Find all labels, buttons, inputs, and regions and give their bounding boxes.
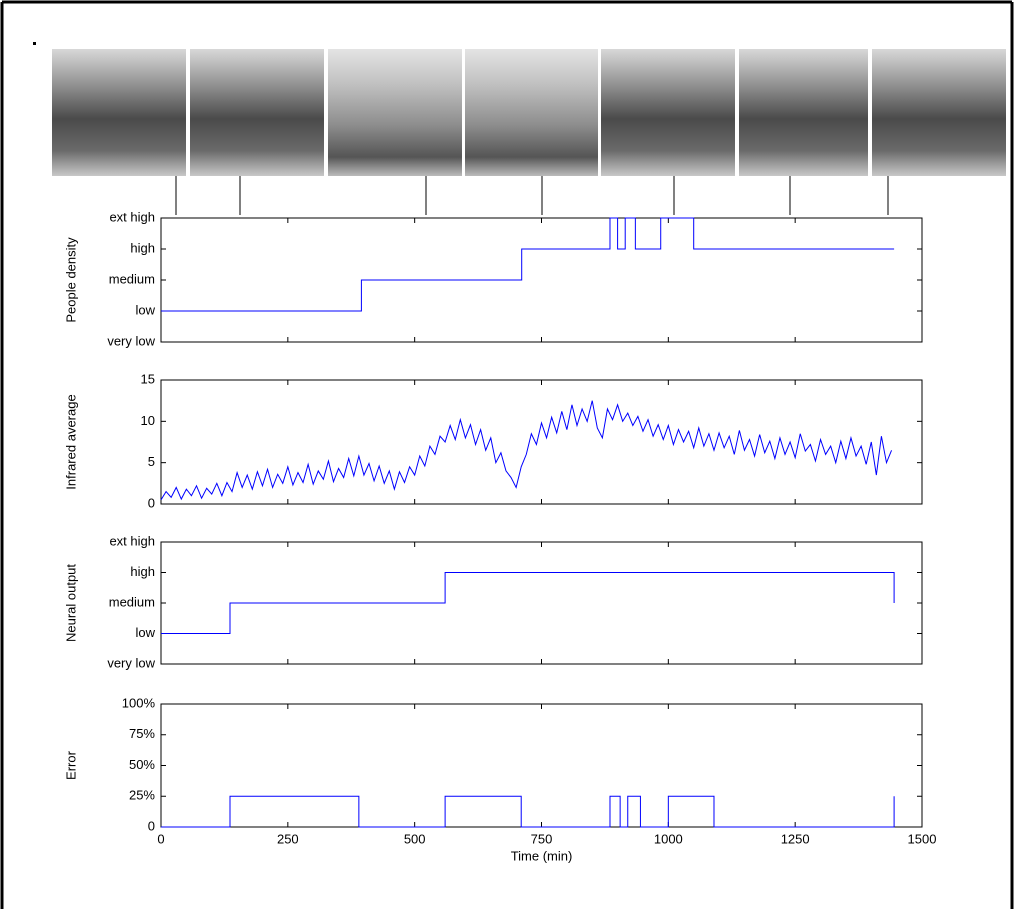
data-line xyxy=(161,795,895,828)
dot xyxy=(33,42,36,45)
y-tick-label: very low xyxy=(107,655,155,670)
y-tick-label: 75% xyxy=(129,726,155,741)
y-tick-label: medium xyxy=(109,271,155,286)
data-line xyxy=(161,572,895,634)
y-axis-label: Neural output xyxy=(63,564,78,642)
photo xyxy=(601,49,735,176)
y-tick-label: 100% xyxy=(122,695,156,710)
y-tick-label: 10 xyxy=(141,413,155,428)
x-tick-label: 0 xyxy=(157,831,164,846)
photo xyxy=(465,49,598,176)
x-tick-label: 500 xyxy=(404,831,426,846)
data-line xyxy=(160,400,893,501)
photo-connectors xyxy=(175,176,889,215)
photo xyxy=(328,49,462,176)
plot-frame xyxy=(160,217,923,343)
plot-frame xyxy=(160,379,923,505)
x-axis-label: Time (min) xyxy=(511,848,573,863)
y-tick-label: very low xyxy=(107,333,155,348)
y-axis-label: Infrared average xyxy=(63,394,78,489)
photo xyxy=(52,49,186,176)
y-tick-label: 5 xyxy=(148,454,155,469)
x-tick-label: 1250 xyxy=(781,831,810,846)
y-tick-label: 25% xyxy=(129,788,155,803)
y-tick-label: ext high xyxy=(109,209,155,224)
y-tick-label: 0 xyxy=(148,818,155,833)
y-tick-label: medium xyxy=(109,594,155,609)
y-tick-label: 15 xyxy=(141,371,155,386)
x-tick-label: 1500 xyxy=(908,831,937,846)
y-tick-label: high xyxy=(130,564,155,579)
y-axis-label: People density xyxy=(63,237,78,323)
plot-frame xyxy=(160,703,923,828)
x-tick-label: 250 xyxy=(277,831,299,846)
photo xyxy=(739,49,868,176)
x-tick-label: 1000 xyxy=(654,831,683,846)
y-tick-label: ext high xyxy=(109,533,155,548)
photo xyxy=(872,49,1006,176)
y-tick-label: low xyxy=(135,625,155,640)
y-tick-label: 50% xyxy=(129,757,155,772)
photo-strip xyxy=(52,49,1006,176)
y-tick-label: 0 xyxy=(148,495,155,510)
y-tick-label: high xyxy=(130,240,155,255)
y-tick-label: low xyxy=(135,302,155,317)
photo xyxy=(190,49,324,176)
x-tick-label: 750 xyxy=(531,831,553,846)
data-line xyxy=(161,217,895,312)
y-axis-label: Error xyxy=(63,750,78,780)
